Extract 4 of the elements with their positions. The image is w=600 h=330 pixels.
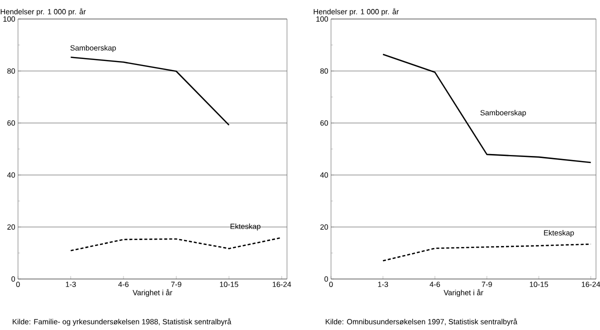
line-series: [70, 237, 282, 252]
line-series: [382, 244, 592, 262]
line-series: [70, 56, 230, 126]
line-series: [382, 54, 592, 164]
